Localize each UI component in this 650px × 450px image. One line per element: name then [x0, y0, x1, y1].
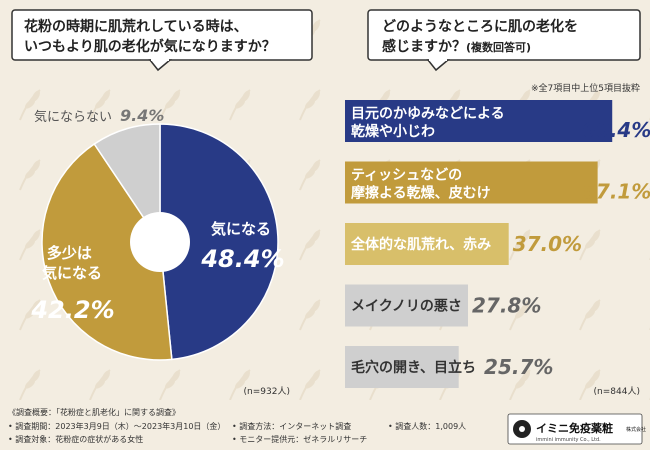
- left-question-line2: いつもより肌の老化が気になりますか？: [24, 38, 276, 55]
- company-logo: イミニ免疫薬粧 株式会社 immini immunity Co., Ltd.: [507, 413, 646, 445]
- bar-chart: 目元のかゆみなどによる乾燥や小じわ 60.4% ティッシュなどの摩擦よる乾燥、皮むけ…: [345, 100, 650, 388]
- bar-label: ティッシュなどの摩擦よる乾燥、皮むけ: [351, 168, 491, 202]
- footer-method: • 調査方法：インターネット調査: [232, 421, 351, 431]
- svg-text:感じますか？(複数回答可): 感じますか？(複数回答可): [382, 38, 531, 55]
- bar-label: 目元のかゆみなどによる乾燥や小じわ: [351, 106, 505, 140]
- right-question-box: どのようなところに肌の老化を 感じますか？(複数回答可): [367, 9, 641, 72]
- pie-slice: [93, 123, 161, 245]
- right-sample-size: (n=844人): [594, 386, 640, 397]
- footer-period: • 調査期間：2023年3月9日（木）〜2023年3月10日（金）: [8, 421, 225, 431]
- right-note: ※全7項目中上位5項目抜粋: [531, 82, 640, 94]
- footer-title: 《調査概要：「花粉症と肌老化」に関する調査》: [8, 407, 180, 417]
- bar-label: メイクノリの悪さ: [351, 299, 462, 315]
- left-question-line1: 花粉の時期に肌荒れしている時は、: [24, 18, 248, 35]
- footer-target: • 調査対象：花粉症の症状がある女性: [8, 434, 143, 444]
- left-question-box: 花粉の時期に肌荒れしている時は、 いつもより肌の老化が気になりますか？: [11, 9, 313, 72]
- logo-sub: immini immunity Co., Ltd.: [536, 437, 601, 443]
- pie-value-tashou: 42.2%: [30, 296, 114, 324]
- right-question-line2: 感じますか？: [382, 38, 466, 55]
- right-question-suffix: (複数回答可): [466, 40, 531, 54]
- bar-value: 60.4%: [582, 118, 650, 142]
- pie-value-kininaranai: 9.4%: [120, 106, 164, 125]
- pie-label-tashou-line: 多少は 気になる: [42, 244, 102, 282]
- pie-labels: 気になる 48.4% 多少は 気になる 42.2% 気にならない 9.4%: [30, 106, 284, 324]
- pie-slice: [159, 123, 279, 361]
- pie-label-tashou-2: 気になる: [42, 264, 102, 282]
- bar: [345, 223, 509, 265]
- bar-value: 37.0%: [513, 232, 582, 256]
- logo-name: イミニ免疫薬粧: [536, 421, 613, 435]
- logo-badge: 株式会社: [626, 426, 646, 433]
- bar: [345, 100, 613, 142]
- bar-value: 25.7%: [484, 355, 553, 379]
- pie-value-kininaru: 48.4%: [200, 245, 284, 273]
- bar: [345, 346, 459, 388]
- pie-slice: [41, 142, 173, 361]
- left-sample-size: (n=932人): [244, 386, 290, 397]
- bar-value: 57.1%: [582, 180, 650, 204]
- pie-chart: [41, 123, 279, 361]
- right-question-line1: どのようなところに肌の老化を: [382, 18, 578, 35]
- bar: [345, 284, 468, 327]
- bar-label: 毛穴の開き、目立ち: [351, 359, 476, 376]
- bar: [345, 161, 598, 204]
- bar-label: 全体的な肌荒れ、赤み: [350, 236, 491, 253]
- bar-value: 27.8%: [472, 294, 541, 318]
- footer-count: • 調査人数：1,009人: [388, 421, 466, 431]
- pie-center-hole: [130, 212, 190, 272]
- footer-provider: • モニター提供元：ゼネラルリサーチ: [232, 434, 367, 444]
- pie-label-tashou-1: 多少は: [47, 244, 92, 262]
- pie-label-kininaru: 気になる: [211, 220, 271, 238]
- pie-label-kininaranai: 気にならない: [34, 109, 112, 125]
